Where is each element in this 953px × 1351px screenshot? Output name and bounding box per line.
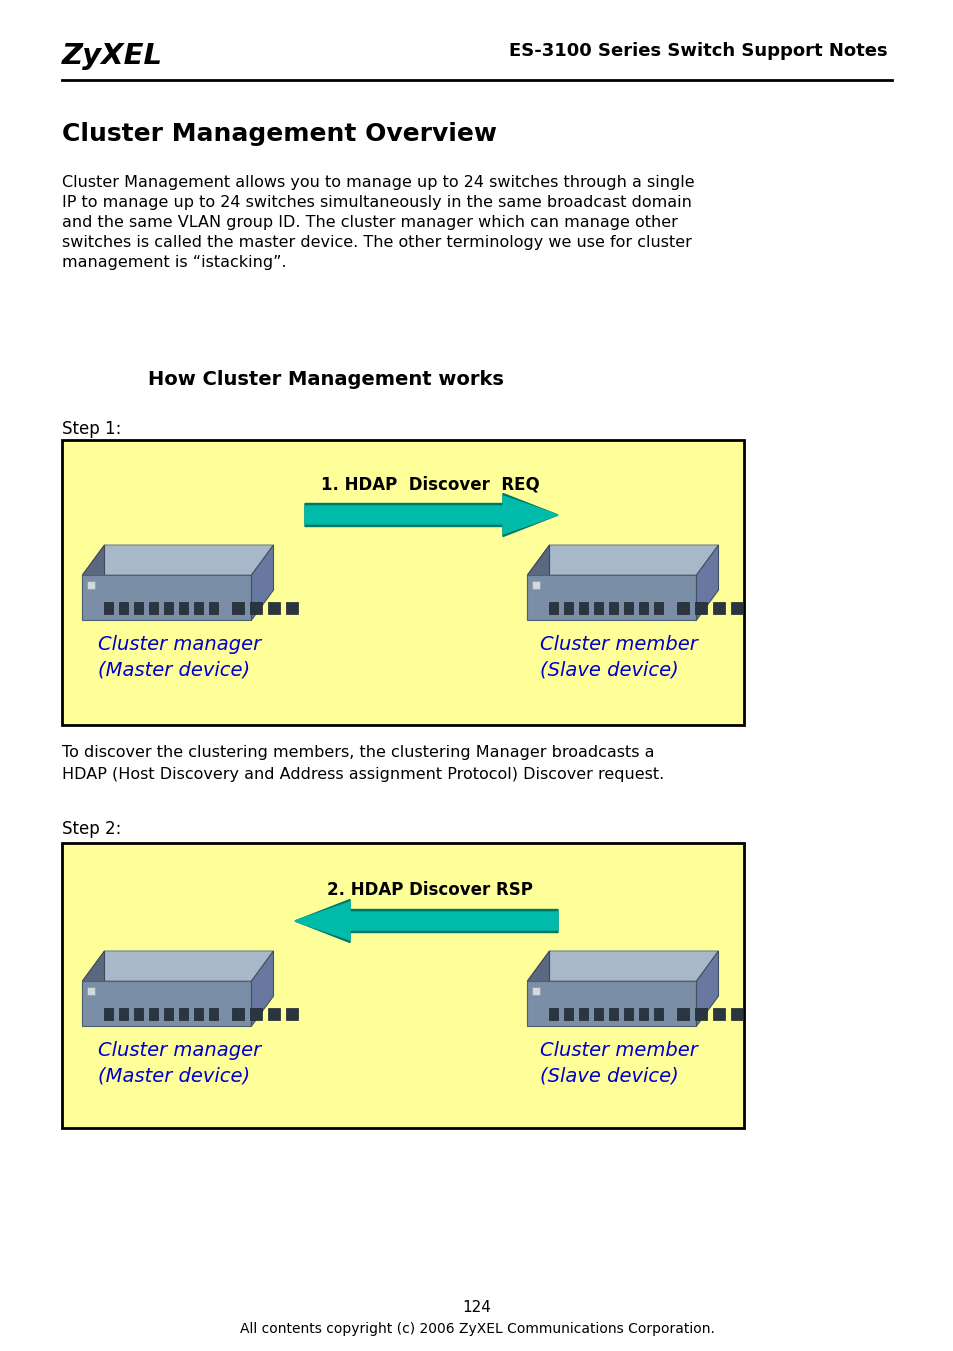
Bar xyxy=(210,1008,218,1020)
Text: Cluster manager: Cluster manager xyxy=(98,635,261,654)
Text: Step 2:: Step 2: xyxy=(62,820,121,838)
Bar xyxy=(119,1008,129,1020)
Bar xyxy=(88,988,95,994)
Bar xyxy=(731,1008,742,1020)
Bar xyxy=(268,1008,280,1020)
Text: Cluster Management Overview: Cluster Management Overview xyxy=(62,122,497,146)
Text: IP to manage up to 24 switches simultaneously in the same broadcast domain: IP to manage up to 24 switches simultane… xyxy=(62,195,691,209)
FancyArrow shape xyxy=(305,493,558,536)
Bar xyxy=(134,1008,143,1020)
Text: 2. HDAP Discover RSP: 2. HDAP Discover RSP xyxy=(327,881,533,898)
Text: ES-3100 Series Switch Support Notes: ES-3100 Series Switch Support Notes xyxy=(509,42,887,59)
Text: (Slave device): (Slave device) xyxy=(539,661,678,680)
Text: 124: 124 xyxy=(462,1300,491,1315)
Polygon shape xyxy=(527,951,549,1025)
Bar xyxy=(119,603,129,613)
Text: (Slave device): (Slave device) xyxy=(539,1066,678,1085)
Text: (Master device): (Master device) xyxy=(98,1066,250,1085)
Bar xyxy=(88,581,95,589)
Polygon shape xyxy=(82,951,274,981)
Text: switches is called the master device. The other terminology we use for cluster: switches is called the master device. Th… xyxy=(62,235,691,250)
Polygon shape xyxy=(252,951,274,1025)
Bar xyxy=(609,603,618,613)
Bar xyxy=(677,1008,689,1020)
Bar xyxy=(268,603,280,613)
Bar xyxy=(286,603,298,613)
Bar xyxy=(624,1008,633,1020)
Text: Step 1:: Step 1: xyxy=(62,420,121,438)
Bar xyxy=(150,603,158,613)
Polygon shape xyxy=(696,544,718,620)
Text: 1. HDAP  Discover  REQ: 1. HDAP Discover REQ xyxy=(320,476,538,493)
Text: Cluster Management allows you to manage up to 24 switches through a single: Cluster Management allows you to manage … xyxy=(62,176,694,190)
Bar xyxy=(251,1008,262,1020)
Bar xyxy=(639,603,648,613)
Text: (Master device): (Master device) xyxy=(98,661,250,680)
Bar xyxy=(164,603,173,613)
Polygon shape xyxy=(527,576,696,620)
Bar xyxy=(594,1008,603,1020)
Bar xyxy=(179,1008,189,1020)
Polygon shape xyxy=(82,576,252,620)
Bar xyxy=(134,603,143,613)
Bar xyxy=(210,603,218,613)
Text: All contents copyright (c) 2006 ZyXEL Communications Corporation.: All contents copyright (c) 2006 ZyXEL Co… xyxy=(239,1323,714,1336)
Bar xyxy=(179,603,189,613)
FancyArrow shape xyxy=(294,902,558,940)
Bar xyxy=(251,603,262,613)
Bar xyxy=(564,603,573,613)
Polygon shape xyxy=(696,951,718,1025)
Text: and the same VLAN group ID. The cluster manager which can manage other: and the same VLAN group ID. The cluster … xyxy=(62,215,678,230)
Polygon shape xyxy=(82,951,105,1025)
Text: Cluster member: Cluster member xyxy=(539,1042,697,1061)
Bar xyxy=(286,1008,298,1020)
Text: ZyXEL: ZyXEL xyxy=(62,42,163,70)
Bar xyxy=(713,603,724,613)
Bar xyxy=(609,1008,618,1020)
Bar xyxy=(695,1008,707,1020)
Bar xyxy=(194,1008,203,1020)
Bar xyxy=(233,603,244,613)
Bar xyxy=(654,603,662,613)
Text: To discover the clustering members, the clustering Manager broadcasts a: To discover the clustering members, the … xyxy=(62,744,654,761)
Polygon shape xyxy=(252,544,274,620)
Polygon shape xyxy=(82,981,252,1025)
Bar xyxy=(532,581,540,589)
Bar xyxy=(578,603,588,613)
Text: How Cluster Management works: How Cluster Management works xyxy=(148,370,503,389)
Text: Cluster manager: Cluster manager xyxy=(98,1042,261,1061)
Polygon shape xyxy=(82,544,274,576)
Bar xyxy=(677,603,689,613)
Bar xyxy=(639,1008,648,1020)
Bar xyxy=(105,603,113,613)
Bar xyxy=(624,603,633,613)
Text: management is “istacking”.: management is “istacking”. xyxy=(62,255,286,270)
Bar xyxy=(62,843,743,1128)
Bar xyxy=(62,440,743,725)
Bar xyxy=(731,603,742,613)
Bar xyxy=(594,603,603,613)
Bar xyxy=(654,1008,662,1020)
Bar xyxy=(532,988,540,994)
Bar xyxy=(695,603,707,613)
Bar xyxy=(150,1008,158,1020)
Polygon shape xyxy=(527,951,718,981)
Bar xyxy=(578,1008,588,1020)
FancyArrow shape xyxy=(305,496,558,534)
Bar xyxy=(713,1008,724,1020)
Bar xyxy=(105,1008,113,1020)
Bar xyxy=(549,1008,558,1020)
FancyArrow shape xyxy=(294,900,558,943)
Polygon shape xyxy=(82,544,105,620)
Polygon shape xyxy=(527,544,718,576)
Polygon shape xyxy=(527,544,549,620)
Text: HDAP (Host Discovery and Address assignment Protocol) Discover request.: HDAP (Host Discovery and Address assignm… xyxy=(62,767,663,782)
Polygon shape xyxy=(527,981,696,1025)
Text: Cluster member: Cluster member xyxy=(539,635,697,654)
Bar xyxy=(564,1008,573,1020)
Bar xyxy=(233,1008,244,1020)
Bar xyxy=(164,1008,173,1020)
Bar xyxy=(194,603,203,613)
Bar xyxy=(549,603,558,613)
